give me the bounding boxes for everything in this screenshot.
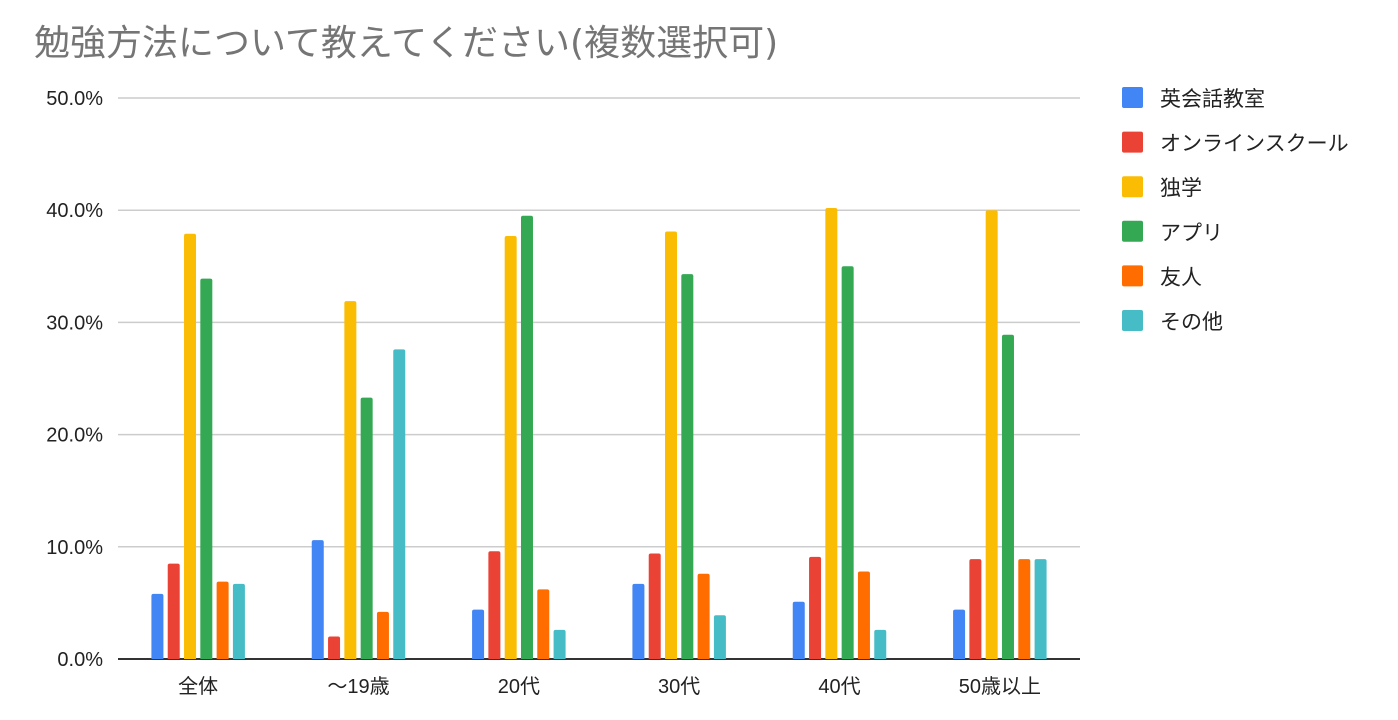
bar-1-2 [488,551,501,659]
bar-5-0 [232,583,245,659]
legend-swatch [1122,265,1143,287]
bars [151,207,1047,660]
bar-3-5 [1001,334,1014,659]
x-axis-ticks: 全体 〜19歳 20代 30代 40代 50歳以上 [178,675,1041,698]
bar-4-0 [216,581,229,659]
legend-label: アプリ [1160,221,1223,245]
legend-label: その他 [1160,310,1223,334]
gridlines [118,97,1080,660]
y-tick-label: 30.0% [46,312,103,334]
bar-2-1 [344,301,357,659]
bar-1-5 [969,559,982,659]
bar-5-4 [874,629,887,659]
bar-0-0 [151,593,164,659]
bar-1-3 [648,553,661,659]
legend-swatch [1122,87,1143,108]
y-tick-label: 20.0% [46,425,103,447]
bar-0-3 [632,583,645,659]
bar-4-4 [857,571,870,659]
bar-0-5 [953,609,966,659]
x-tick-label: 50歳以上 [959,675,1041,698]
y-axis-ticks: 0.0% 10.0% 20.0% 30.0% 40.0% 50.0% [46,88,103,671]
bar-3-2 [520,215,533,659]
bar-3-1 [360,397,373,659]
x-tick-label: 40代 [818,675,860,698]
chart-title: 勉強方法について教えてください(複数選択可) [34,23,778,64]
legend-label: 友人 [1160,265,1202,289]
bar-5-1 [393,349,406,659]
x-tick-label: 20代 [498,675,540,698]
legend-swatch [1122,131,1143,153]
legend-swatch [1122,220,1143,242]
x-tick-label: 全体 [178,675,218,698]
bar-3-3 [681,274,694,659]
bar-4-1 [376,611,389,659]
bar-4-3 [697,573,710,659]
x-tick-label: 30代 [658,675,700,698]
legend-label: オンラインスクール [1160,132,1349,156]
bar-1-4 [809,556,822,659]
bar-5-2 [553,629,566,659]
bar-4-5 [1018,559,1031,659]
bar-3-0 [200,278,213,659]
legend-swatch [1122,310,1143,331]
legend-label: 独学 [1160,176,1202,200]
bar-2-3 [665,231,678,659]
bar-2-2 [504,236,517,660]
bar-1-0 [167,563,180,659]
bar-3-4 [841,266,854,659]
bar-1-1 [328,636,341,659]
bar-5-3 [713,615,726,659]
y-tick-label: 0.0% [57,649,103,671]
bar-2-0 [184,233,197,659]
bar-0-1 [311,540,324,659]
y-tick-label: 40.0% [46,200,103,222]
legend-swatch [1122,176,1143,198]
x-tick-label: 〜19歳 [327,675,389,698]
bar-5-5 [1034,559,1047,659]
bar-0-2 [472,609,485,659]
bar-2-4 [825,207,838,659]
y-tick-label: 50.0% [46,88,103,110]
bar-4-2 [537,589,550,659]
bar-2-5 [985,210,998,659]
y-tick-label: 10.0% [46,537,103,559]
legend-label: 英会話教室 [1160,87,1265,111]
bar-0-4 [792,601,805,659]
